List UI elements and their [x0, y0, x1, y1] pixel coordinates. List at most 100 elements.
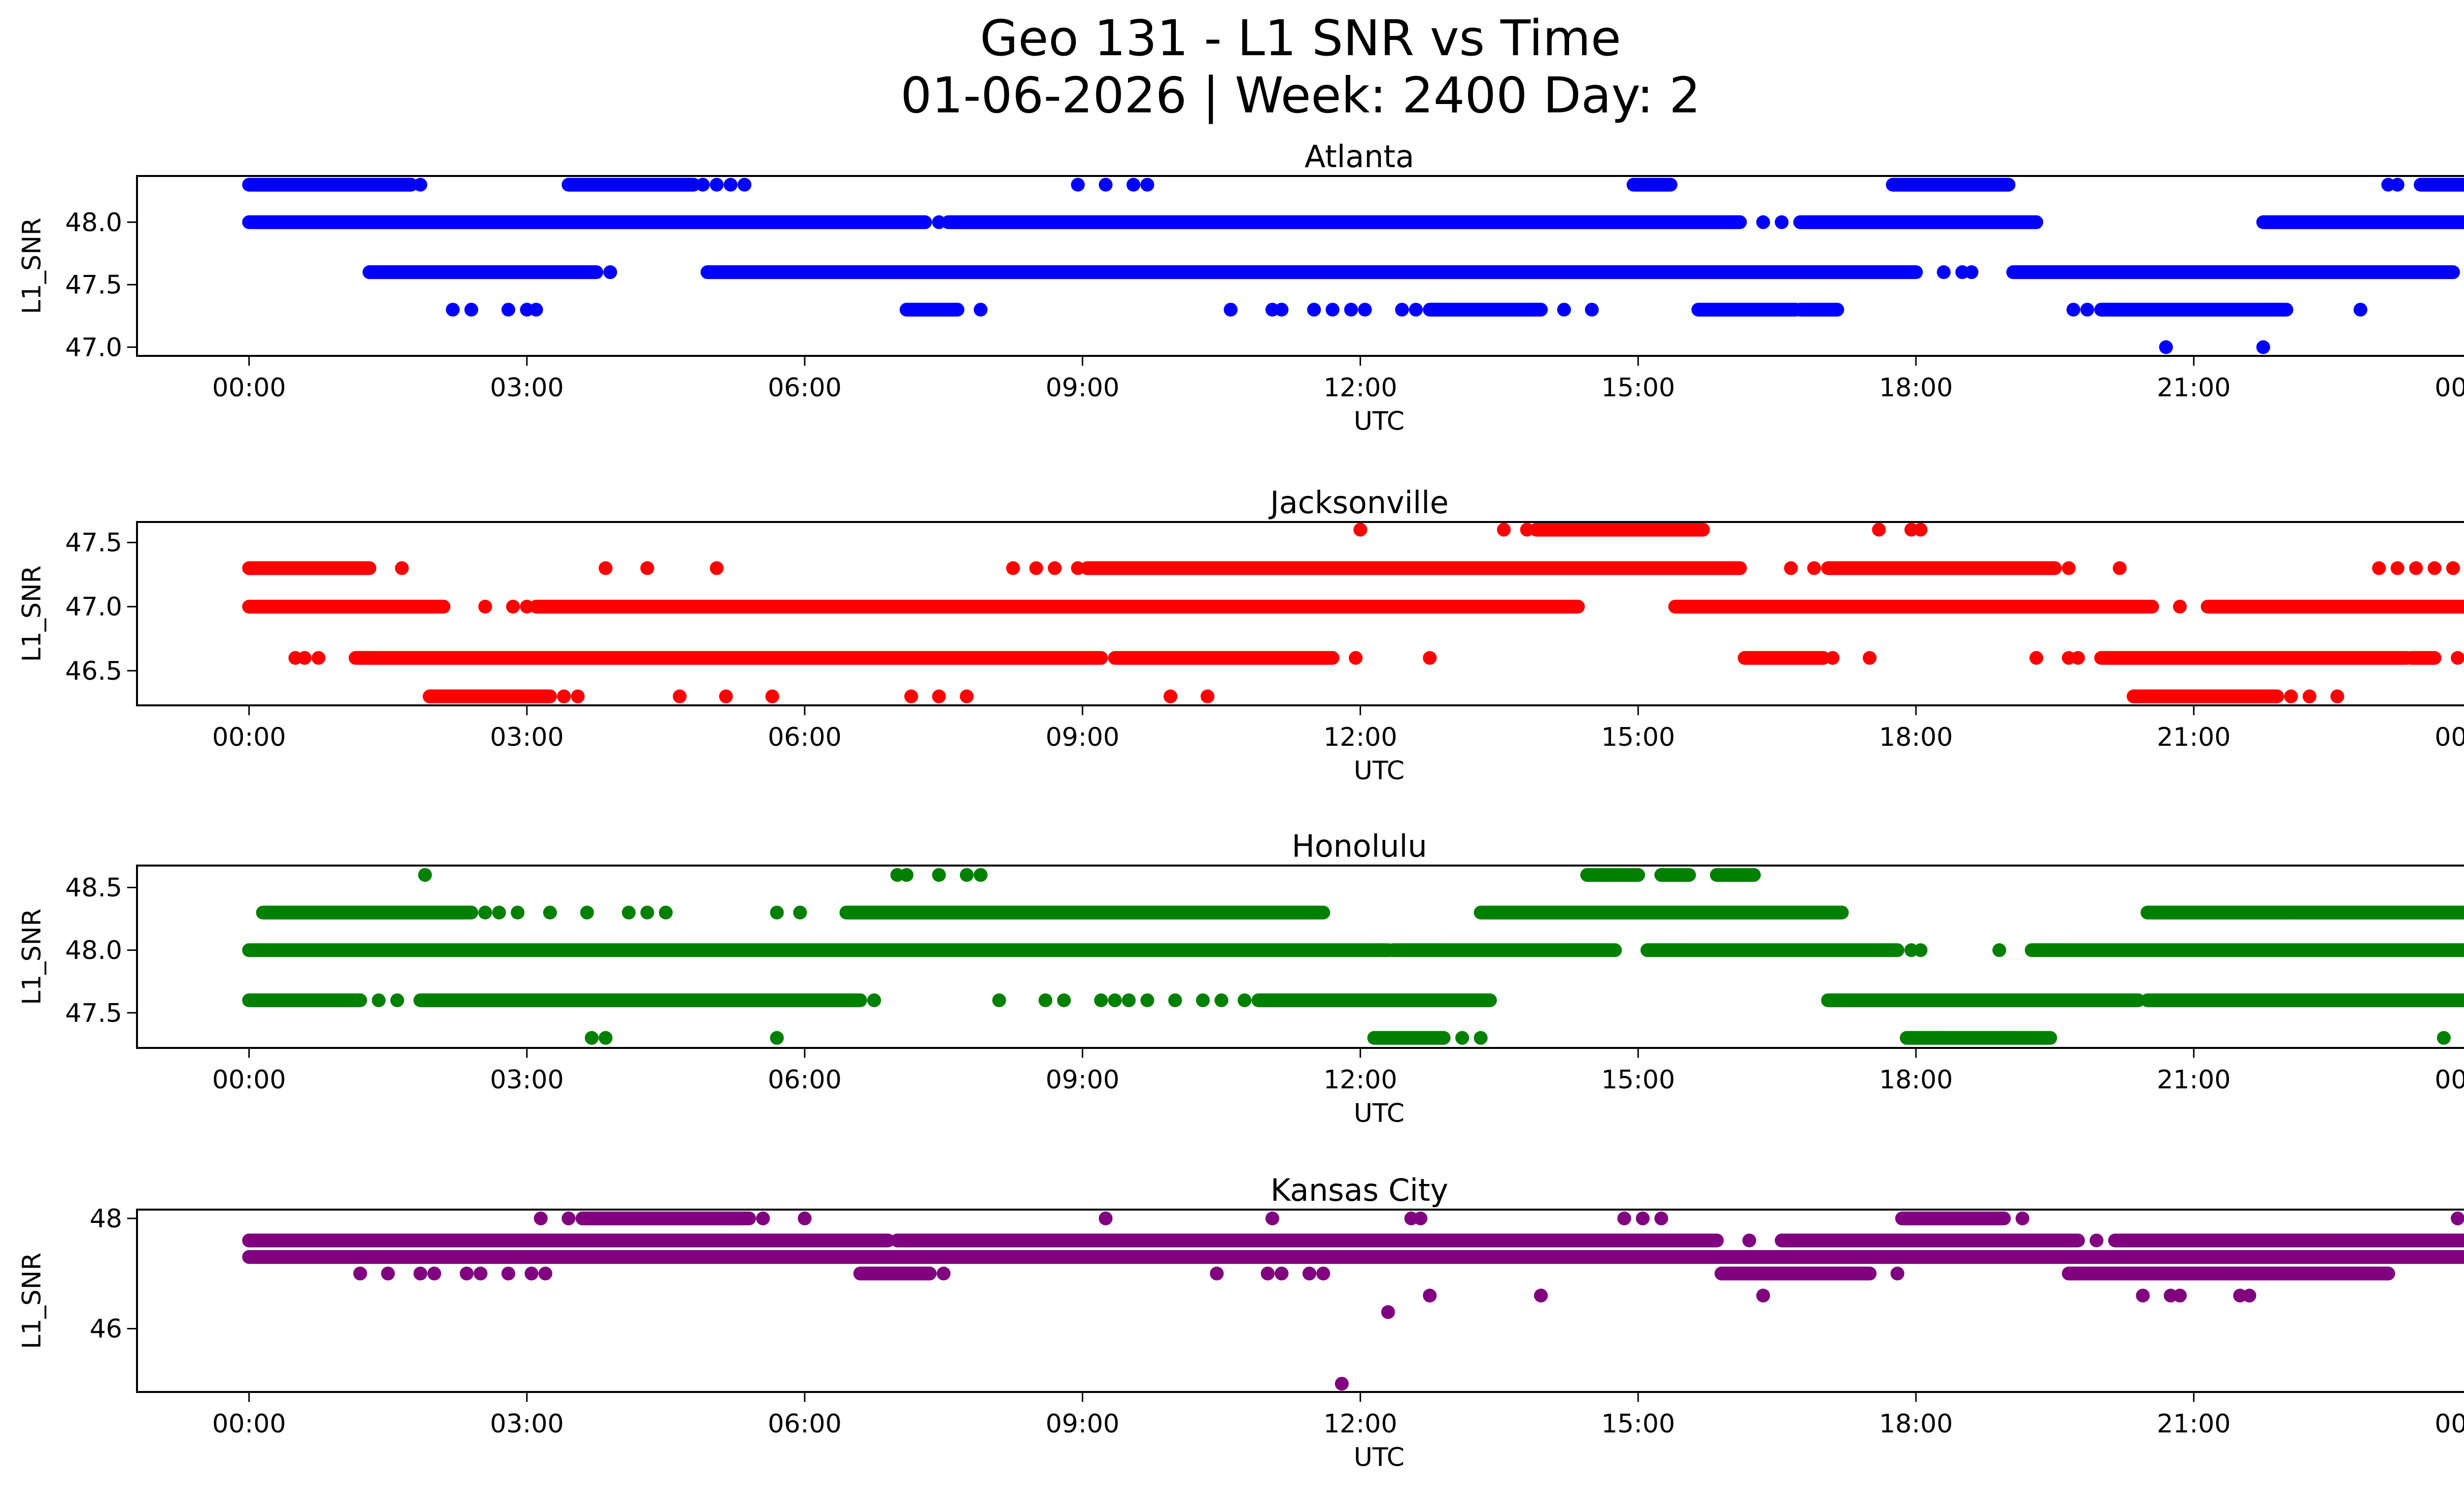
data-run [242, 599, 451, 614]
data-run [1821, 561, 2062, 575]
data-run [242, 943, 1395, 957]
data-run [1108, 651, 1340, 665]
data-point [1265, 1211, 1279, 1225]
x-tick-label: 12:00 [1323, 1065, 1397, 1095]
x-tick-label: 00:00 [2434, 1065, 2464, 1095]
data-run [2024, 943, 2464, 957]
data-point [1473, 1031, 1488, 1045]
data-point [719, 689, 733, 703]
data-run [1580, 868, 1645, 882]
x-tick-label: 18:00 [1879, 723, 1953, 752]
data-point [1497, 522, 1511, 537]
panels: Atlanta 00:00 03:00 06:00 09:00 12:00 15:00 18:… [17, 139, 2464, 1472]
data-point [621, 905, 636, 920]
data-point [311, 651, 326, 665]
axes-frame [136, 865, 2464, 1049]
data-point [1617, 1211, 1631, 1225]
data-run [2126, 689, 2284, 703]
panel-atlanta: Atlanta 00:00 03:00 06:00 09:00 12:00 15:00 18:… [17, 139, 2464, 436]
data-point [1992, 943, 2007, 957]
data-run [2326, 905, 2464, 920]
data-point [867, 993, 881, 1008]
y-axis-label: L1_SNR [17, 565, 47, 662]
data-run [899, 303, 964, 317]
data-point [372, 993, 386, 1008]
data-point [580, 905, 594, 920]
data-run [1529, 522, 1710, 537]
data-run [1691, 303, 1803, 317]
data-point [1038, 993, 1053, 1008]
x-tick-label: 06:00 [768, 723, 842, 752]
data-point [543, 905, 557, 920]
data-point [973, 868, 988, 882]
data-point [2321, 1233, 2335, 1248]
data-point [1742, 1233, 1756, 1248]
data-point [2061, 561, 2076, 575]
data-point [1307, 303, 1321, 317]
x-tick-label: 21:00 [2157, 373, 2231, 403]
series-marks [242, 1211, 2464, 1391]
data-point [2330, 689, 2344, 703]
data-point [1261, 1266, 1275, 1281]
data-run [1714, 1266, 1877, 1281]
y-tick-label: 47.5 [65, 528, 122, 558]
y-tick-label: 47.5 [65, 999, 122, 1028]
data-point [413, 1266, 428, 1281]
data-run [1251, 993, 1497, 1008]
x-tick-label: 15:00 [1601, 1065, 1675, 1095]
y-axis-label: L1_SNR [17, 217, 47, 314]
data-run [1793, 303, 1845, 317]
data-point [1914, 522, 1928, 537]
data-point [1098, 1211, 1113, 1225]
data-point [1140, 993, 1155, 1008]
data-point [1224, 303, 1238, 317]
chart-subtitle: 01-06-2026 | Week: 2400 Day: 2 [900, 67, 1700, 124]
panel-kansas-city: Kansas City 00:00 03:00 06:00 09:00 12:00 15:0… [17, 1172, 2464, 1472]
data-run [348, 651, 1108, 665]
axes-frame [136, 1209, 2464, 1393]
data-point [2242, 1288, 2257, 1303]
data-point [723, 177, 738, 192]
panel-title: Honolulu [1292, 828, 1427, 864]
x-tick-label: 21:00 [2157, 1065, 2231, 1095]
data-point [1636, 1211, 1650, 1225]
data-point [1302, 1266, 1317, 1281]
data-point [538, 1266, 552, 1281]
x-tick-label: 18:00 [1879, 1065, 1953, 1095]
data-point [2173, 599, 2187, 614]
data-point [1057, 993, 1071, 1008]
y-tick-label: 46.5 [65, 657, 122, 686]
data-point [2159, 340, 2173, 354]
data-point [696, 177, 710, 192]
data-point [936, 1266, 951, 1281]
data-point [395, 561, 409, 575]
x-tick-label: 21:00 [2157, 1409, 2231, 1439]
data-point [2284, 689, 2298, 703]
data-point [1964, 265, 1979, 279]
y-tick-label: 48.0 [65, 208, 122, 238]
data-point [992, 993, 1006, 1008]
data-run [256, 905, 479, 920]
data-point [390, 993, 405, 1008]
x-tick-label: 03:00 [490, 373, 564, 403]
data-point [2437, 1031, 2451, 1045]
data-point [1210, 1266, 1224, 1281]
x-tick-label: 09:00 [1046, 1409, 1120, 1439]
data-run [1473, 905, 1849, 920]
data-run [529, 599, 1585, 614]
data-point [2015, 1211, 2029, 1225]
data-point [1237, 993, 1252, 1008]
data-point [1006, 561, 1020, 575]
data-run [890, 1233, 1724, 1248]
data-run [413, 993, 867, 1008]
data-point [2451, 1211, 2464, 1225]
y-tick-label: 47.0 [65, 333, 122, 362]
data-point [2372, 561, 2386, 575]
panel-title: Atlanta [1304, 139, 1414, 174]
data-point [571, 689, 585, 703]
data-point [2089, 1233, 2104, 1248]
axes-frame [136, 521, 2464, 706]
data-run [2404, 651, 2442, 665]
data-point [2446, 561, 2460, 575]
x-tick-label: 00:00 [2434, 723, 2464, 752]
